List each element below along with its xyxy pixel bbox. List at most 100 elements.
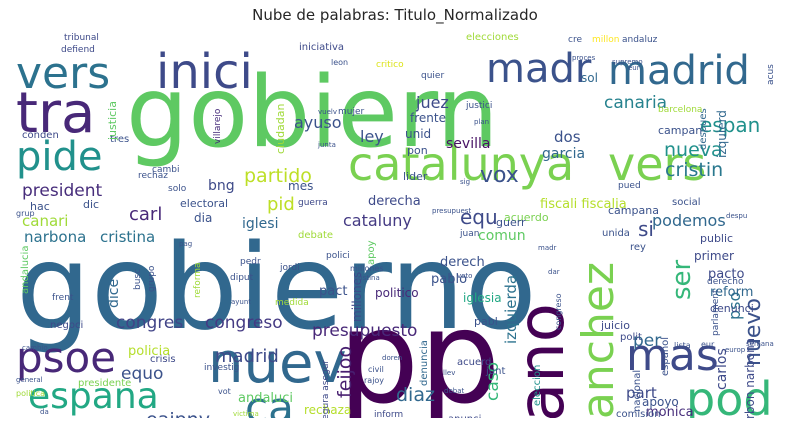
word-madrid: madrid [608,48,750,94]
word-pedr: pedr [240,257,261,267]
word-ano: ano [505,303,579,418]
word-pabl: pabl [474,315,498,328]
word-grup: grup [16,209,35,218]
word-llev: llev [443,369,455,377]
word-gobiern: gobiern [126,56,499,170]
word-millones: millones [350,272,364,322]
word-general: general [16,376,43,384]
word-eajpnv: eajpnv [146,409,210,418]
word-ca: ca [245,383,294,418]
word-doren: doren [382,354,402,362]
word-monica: monica [646,405,694,418]
word-cataluny: cataluny [343,211,412,230]
word-lider: lider [403,170,428,183]
word-inform: inform [374,410,403,418]
word-voto: voto [457,272,472,280]
word-reforma: reforma [193,262,203,298]
word-sevilla: sevilla [446,136,490,152]
word-feijoo: feijoo [334,346,356,398]
word-ayus: ayus [123,416,149,418]
word-denuncia: denuncia [419,340,430,386]
word-vot: vot [218,387,231,396]
word-ley: ley [360,127,384,146]
word-eur: eur [628,64,640,72]
word-cristina: cristina [100,228,155,246]
word-espan: espan [700,113,760,137]
word-canari: canari [22,212,68,230]
word-congreso: congreso [205,313,283,333]
word-juicio: juicio [600,319,630,332]
word-pon: pon [407,144,428,157]
word-andalucia: andalucia [20,246,31,294]
word-garcia: garcia [542,146,585,162]
word-politica: politica [16,389,45,398]
word-junt: junt [485,366,505,377]
word-dia: dia [194,211,212,225]
word-iglesi: iglesi [242,216,278,232]
word-policia: policia [128,344,170,359]
word-juez: juez [415,93,449,112]
word-busc: busc [133,269,143,290]
word-equo: equo [121,364,163,384]
word-da: da [40,408,49,416]
chart-title: Nube de palabras: Titulo_Normalizado [252,6,538,24]
word-tribunal: tribunal [64,33,99,43]
word-narbona: narbona [24,228,86,246]
word-tra: tra [16,81,95,146]
word-polici: polici [326,251,350,261]
word-bng: bng [208,178,235,194]
word-anunci: anunci [448,414,481,418]
word-rey: rey [630,242,646,253]
word-fiscali-fiscalia: fiscali fiscalia [540,197,627,212]
word-espanol: espanol [660,337,671,376]
word-madrid: madrid [215,346,279,367]
word-diput: diput [230,273,254,283]
word-per: per [633,331,661,351]
word-quier: quier [421,71,444,81]
word-dice: dice [106,279,122,308]
word-acuerdo: acuerdo [504,211,549,224]
word-vers: vers [608,137,706,191]
word-feijo: feijo [671,417,697,418]
word-semana: semana [746,340,774,348]
word-pide: pide [16,134,103,180]
word-frente: frente [410,111,446,125]
word-mas: mas [626,330,719,381]
word-investig: investig [204,363,240,373]
word-pag: pag [179,240,192,248]
word-justici: justici [465,101,492,111]
word-comun: comun [478,228,526,244]
word-congreso: congreso [554,293,563,330]
word-equ: equ [460,205,498,229]
word-pued: pued [618,181,641,191]
word-acuerd: acuerd [457,357,491,368]
word-vox: vox [480,163,519,188]
word-vuelv: vuelv [318,108,337,116]
word-cambi: cambi [152,165,179,175]
word-acus: acus [766,64,776,85]
word-cambio: cambio [22,344,48,352]
word-europ: europ [725,346,746,354]
word-tres: tres [110,134,129,145]
word-despues: despues [698,108,709,150]
word-nueva: nueva [664,139,723,161]
word-victima: victima [233,410,259,418]
word-ayunt: ayunt [231,298,251,306]
word-andaluci: andaluci [238,391,293,406]
word-inici: inici [156,44,253,100]
word-despu: despu [726,212,747,220]
word-debat: debat [444,387,464,395]
word-pp: pp [338,284,501,418]
word-villarejo: villarejo [213,108,223,144]
word-polit: polit [620,332,642,343]
word-electoral: electoral [180,197,228,210]
word-madr: madr [486,46,592,92]
word-pact: pact [319,284,347,299]
word-izquierd: izquierd [715,110,729,158]
word-civil: civil [368,365,384,374]
word-presupuesto: presupuesto [312,321,417,341]
word-lista: lista [674,341,691,350]
word-sig: sig [460,178,470,186]
word-supremo: supremo [612,58,643,66]
